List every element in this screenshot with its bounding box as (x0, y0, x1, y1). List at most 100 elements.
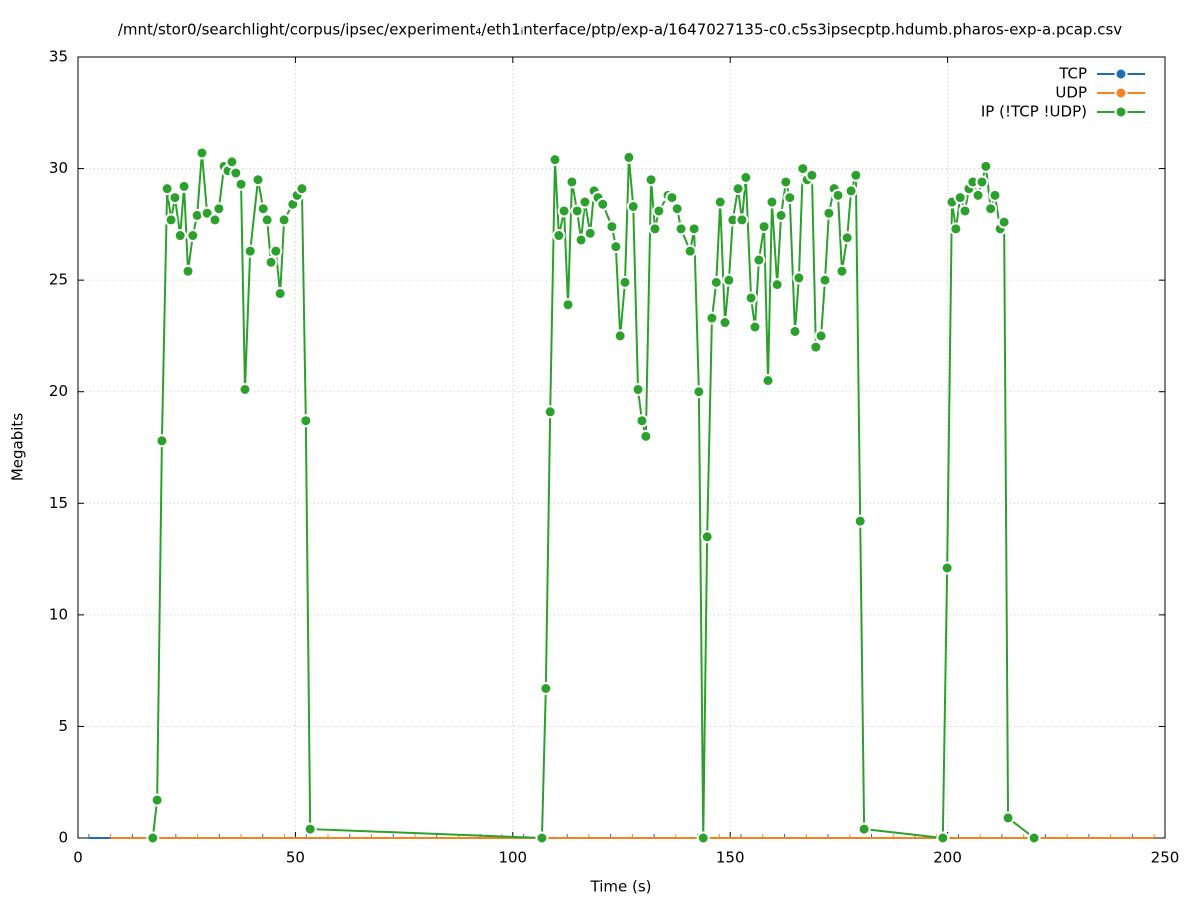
data-point (583, 226, 597, 240)
data-point (713, 195, 727, 209)
data-point (971, 188, 985, 202)
data-point (181, 264, 195, 278)
data-point (783, 191, 797, 205)
data-point (269, 244, 283, 258)
data-point (735, 213, 749, 227)
data-point (238, 382, 252, 396)
data-point (718, 316, 732, 330)
data-point (979, 159, 993, 173)
series-line (151, 152, 1035, 840)
legend-marker (1114, 67, 1128, 81)
y-axis-label: Megabits (9, 413, 27, 481)
data-point (160, 182, 174, 196)
data-point (696, 831, 710, 845)
data-point (303, 822, 317, 836)
data-point (543, 405, 557, 419)
data-point (940, 561, 954, 575)
data-point (818, 273, 832, 287)
data-point (548, 153, 562, 167)
data-point (796, 162, 810, 176)
x-tick-label: 250 (1151, 849, 1180, 867)
data-point (639, 429, 653, 443)
data-point (578, 195, 592, 209)
data-point (853, 514, 867, 528)
data-point (177, 179, 191, 193)
data-point (574, 233, 588, 247)
data-point (635, 414, 649, 428)
y-tick-label: 15 (49, 494, 68, 512)
data-point (779, 175, 793, 189)
x-tick-label: 0 (73, 849, 83, 867)
data-point (849, 168, 863, 182)
data-point (618, 275, 632, 289)
data-point (805, 168, 819, 182)
data-point (1027, 831, 1041, 845)
data-point (243, 244, 257, 258)
legend-marker (1114, 105, 1128, 119)
data-point (814, 329, 828, 343)
data-point (744, 291, 758, 305)
data-point (770, 278, 784, 292)
data-point (792, 271, 806, 285)
data-point (212, 202, 226, 216)
data-point (186, 229, 200, 243)
data-point (168, 191, 182, 205)
data-point (208, 213, 222, 227)
data-point (264, 255, 278, 269)
data-point (173, 229, 187, 243)
data-point (260, 213, 274, 227)
data-point (552, 229, 566, 243)
data-point (652, 204, 666, 218)
data-point (150, 793, 164, 807)
x-tick-label: 50 (286, 849, 305, 867)
data-point (831, 188, 845, 202)
data-point (988, 188, 1002, 202)
data-point (788, 324, 802, 338)
data-point (539, 681, 553, 695)
data-point (1001, 811, 1015, 825)
data-point (822, 206, 836, 220)
data-point (731, 182, 745, 196)
data-point (692, 385, 706, 399)
data-point (936, 831, 950, 845)
data-point (535, 831, 549, 845)
data-point (857, 822, 871, 836)
data-point (674, 222, 688, 236)
x-tick-label: 100 (498, 849, 527, 867)
data-point (273, 287, 287, 301)
data-point (761, 374, 775, 388)
data-point (565, 175, 579, 189)
data-point (644, 173, 658, 187)
data-point (613, 329, 627, 343)
data-point (700, 530, 714, 544)
data-point (958, 204, 972, 218)
data-point (146, 831, 160, 845)
data-point (164, 213, 178, 227)
data-point (596, 197, 610, 211)
data-point (722, 273, 736, 287)
data-point (561, 298, 575, 312)
y-tick-label: 35 (49, 48, 68, 66)
y-tick-label: 0 (58, 829, 68, 847)
data-point (705, 311, 719, 325)
y-tick-label: 30 (49, 159, 68, 177)
x-tick-label: 200 (933, 849, 962, 867)
data-point (683, 244, 697, 258)
data-point (774, 208, 788, 222)
data-point (687, 222, 701, 236)
data-point (155, 434, 169, 448)
data-point (256, 202, 270, 216)
y-tick-label: 5 (58, 717, 68, 735)
x-tick-label: 150 (716, 849, 745, 867)
data-point (739, 170, 753, 184)
data-point (299, 414, 313, 428)
data-point (648, 222, 662, 236)
data-point (195, 146, 209, 160)
data-point (997, 215, 1011, 229)
data-point (229, 166, 243, 180)
data-point (757, 220, 771, 234)
data-point (234, 177, 248, 191)
data-point (984, 202, 998, 216)
data-point (670, 202, 684, 216)
